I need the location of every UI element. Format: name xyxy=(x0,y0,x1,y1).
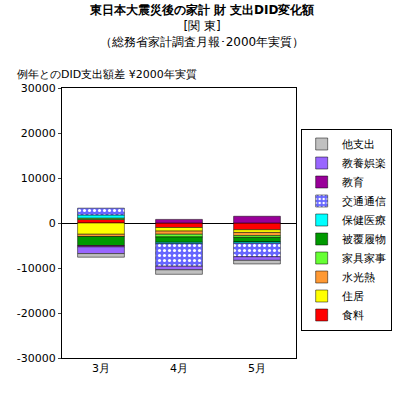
svg-text:5月: 5月 xyxy=(248,362,266,375)
svg-text:-30000: -30000 xyxy=(17,352,56,365)
svg-text:保健医療: 保健医療 xyxy=(342,214,386,227)
svg-text:教育: 教育 xyxy=(342,176,364,189)
svg-text:他支出: 他支出 xyxy=(342,138,375,151)
svg-text:東日本大震災後の家計 財 支出DID変化額[関 東]（総務省: 東日本大震災後の家計 財 支出DID変化額[関 東]（総務省家計調査月報･200… xyxy=(89,3,315,48)
svg-text:4月: 4月 xyxy=(170,362,188,375)
svg-text:3月: 3月 xyxy=(92,362,110,375)
svg-text:家具家事: 家具家事 xyxy=(342,252,386,265)
svg-text:-10000: -10000 xyxy=(17,262,56,275)
svg-text:食料: 食料 xyxy=(342,309,364,322)
svg-text:交通通信: 交通通信 xyxy=(342,195,386,208)
svg-text:例年とのDID支出額差 ¥2000年実質: 例年とのDID支出額差 ¥2000年実質 xyxy=(17,68,197,81)
svg-text:10000: 10000 xyxy=(21,172,56,185)
svg-text:-20000: -20000 xyxy=(17,307,56,320)
svg-text:住居: 住居 xyxy=(342,290,364,303)
svg-text:被覆履物: 被覆履物 xyxy=(342,233,386,246)
svg-text:30000: 30000 xyxy=(21,82,56,95)
svg-text:0: 0 xyxy=(49,217,56,230)
svg-text:水光熱: 水光熱 xyxy=(342,271,375,284)
svg-text:教養娯楽: 教養娯楽 xyxy=(342,157,386,170)
svg-text:20000: 20000 xyxy=(21,127,56,140)
